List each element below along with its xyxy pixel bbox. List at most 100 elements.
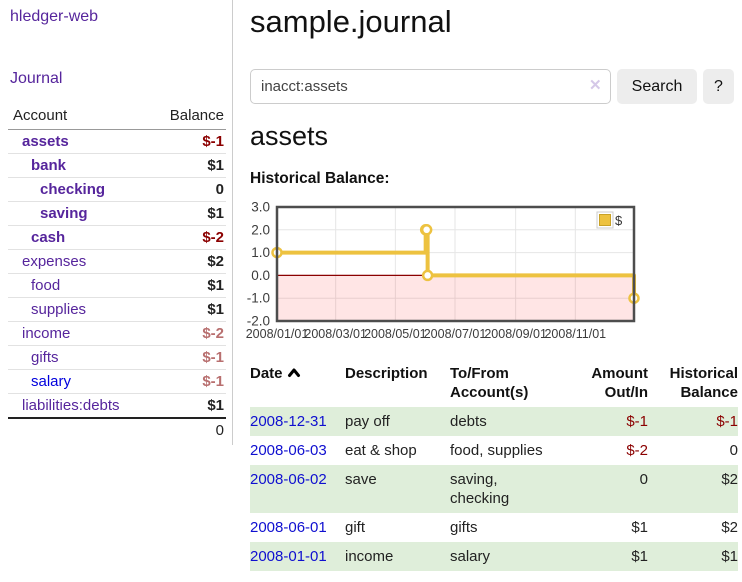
app-title-link[interactable]: hledger-web <box>10 8 99 25</box>
account-balance: $-1 <box>146 345 226 370</box>
account-link-bank[interactable]: bank <box>31 157 67 174</box>
transaction-accounts: food, supplies <box>450 442 543 459</box>
page-title: sample.journal <box>250 4 452 39</box>
transaction-date-link[interactable]: 2008-06-03 <box>250 442 327 459</box>
transaction-amount: $-1 <box>626 413 648 430</box>
account-row-assets: assets $-1 <box>8 129 226 154</box>
account-balance: $-2 <box>146 321 226 346</box>
transaction-accounts: salary <box>450 548 491 565</box>
account-link-liabilities-debts[interactable]: liabilities:debts <box>22 397 120 414</box>
account-row-income: income $-2 <box>8 321 226 346</box>
svg-text:2.0: 2.0 <box>251 222 270 237</box>
accounts-header-balance: Balance <box>146 104 226 130</box>
transaction-description: eat & shop <box>345 442 417 459</box>
account-row-checking: checking 0 <box>8 177 226 202</box>
register-row: 2008-01-01 income salary $1 $1 <box>250 542 738 571</box>
account-link-saving[interactable]: saving <box>40 205 88 222</box>
transaction-description: save <box>345 471 377 488</box>
account-balance: $1 <box>146 201 226 226</box>
historical-balance-chart: $3.0 2.0 1.0 0.0 -1.0 -2.02008/01/012008/03/0… <box>246 200 640 341</box>
transaction-balance: $2 <box>721 519 738 536</box>
register-header-balance: Historical Balance <box>669 365 738 401</box>
clear-search-icon[interactable]: ✕ <box>589 77 602 94</box>
account-link-gifts[interactable]: gifts <box>31 349 59 366</box>
chart-heading: Historical Balance: <box>250 170 390 187</box>
register-row: 2008-06-01 gift gifts $1 $2 <box>250 513 738 542</box>
search-input[interactable] <box>250 69 611 104</box>
svg-text:1.0: 1.0 <box>251 245 270 260</box>
account-balance: $-1 <box>146 129 226 154</box>
transaction-date-link[interactable]: 2008-06-02 <box>250 471 327 488</box>
account-link-expenses[interactable]: expenses <box>22 253 87 270</box>
svg-text:2008/09/01: 2008/09/01 <box>484 327 547 341</box>
register-header-row: Date Description To/From Account(s) Amou… <box>250 362 738 407</box>
register-header-amount: Amount Out/In <box>591 365 648 401</box>
register-row: 2008-06-02 save saving, checking 0 $2 <box>250 465 738 513</box>
date-header-label: Date <box>250 365 283 382</box>
transaction-date-link[interactable]: 2008-01-01 <box>250 548 327 565</box>
account-link-cash[interactable]: cash <box>31 229 66 246</box>
account-row-cash: cash $-2 <box>8 225 226 250</box>
transaction-amount: $1 <box>631 548 648 565</box>
accounts-balance-table: Account Balance assets $-1 bank $1 check… <box>8 104 226 442</box>
register-header-date[interactable]: Date <box>250 362 345 407</box>
transaction-balance: $-1 <box>716 413 738 430</box>
sort-ascending-icon <box>287 368 300 377</box>
account-balance: $1 <box>146 393 226 419</box>
accounts-header-account: Account <box>8 104 146 130</box>
transaction-amount: $-2 <box>626 442 648 459</box>
svg-text:-2.0: -2.0 <box>247 314 270 329</box>
account-row-salary: salary $-1 <box>8 369 226 394</box>
account-balance: $1 <box>146 273 226 298</box>
account-link-assets[interactable]: assets <box>22 133 69 150</box>
register-header-tofrom: To/From Account(s) <box>450 365 529 401</box>
account-row-liabilities-debts: liabilities:debts $1 <box>8 393 226 419</box>
transaction-amount: $1 <box>631 519 648 536</box>
account-row-expenses: expenses $2 <box>8 249 226 274</box>
account-row-food: food $1 <box>8 273 226 298</box>
transaction-date-link[interactable]: 2008-06-01 <box>250 519 327 536</box>
account-row-supplies: supplies $1 <box>8 297 226 322</box>
search-button[interactable]: Search <box>617 69 697 104</box>
account-row-gifts: gifts $-1 <box>8 345 226 370</box>
register-header-description: Description <box>345 365 428 382</box>
transaction-date-link[interactable]: 2008-12-31 <box>250 413 327 430</box>
accounts-header-row: Account Balance <box>8 104 226 130</box>
transaction-accounts: saving, checking <box>450 471 510 507</box>
svg-text:0.0: 0.0 <box>251 268 270 283</box>
account-row-saving: saving $1 <box>8 201 226 226</box>
account-link-salary[interactable]: salary <box>31 373 72 390</box>
svg-text:$: $ <box>615 213 623 228</box>
svg-text:2008/01/01: 2008/01/01 <box>246 327 309 341</box>
transaction-accounts: debts <box>450 413 487 430</box>
account-balance: $-1 <box>146 369 226 394</box>
account-balance: $2 <box>146 249 226 274</box>
accounts-total-value: 0 <box>146 417 226 442</box>
account-balance: $1 <box>146 297 226 322</box>
transaction-balance: 0 <box>729 442 738 459</box>
help-button[interactable]: ? <box>703 69 734 104</box>
sidebar-item-journal[interactable]: Journal <box>10 70 63 87</box>
svg-text:-1.0: -1.0 <box>247 291 270 306</box>
transaction-description: income <box>345 548 394 565</box>
account-link-income[interactable]: income <box>22 325 71 342</box>
svg-text:2008/07/01: 2008/07/01 <box>424 327 487 341</box>
account-heading: assets <box>250 121 329 151</box>
svg-text:2008/03/01: 2008/03/01 <box>304 327 367 341</box>
account-link-food[interactable]: food <box>31 277 61 294</box>
transaction-balance: $1 <box>721 548 738 565</box>
account-balance: $1 <box>146 153 226 178</box>
transaction-balance: $2 <box>721 471 738 488</box>
account-balance: $-2 <box>146 225 226 250</box>
sidebar: hledger-web Journal Account Balance asse… <box>0 0 233 445</box>
account-link-supplies[interactable]: supplies <box>31 301 87 318</box>
account-balance: 0 <box>146 177 226 202</box>
transaction-accounts: gifts <box>450 519 478 536</box>
transaction-description: gift <box>345 519 366 536</box>
transaction-amount: 0 <box>639 471 648 488</box>
svg-text:3.0: 3.0 <box>251 200 270 215</box>
svg-text:2008/11/01: 2008/11/01 <box>544 327 606 341</box>
register-row: 2008-12-31 pay off debts $-1 $-1 <box>250 407 738 436</box>
register-table: Date Description To/From Account(s) Amou… <box>250 362 738 571</box>
account-link-checking[interactable]: checking <box>40 181 106 198</box>
